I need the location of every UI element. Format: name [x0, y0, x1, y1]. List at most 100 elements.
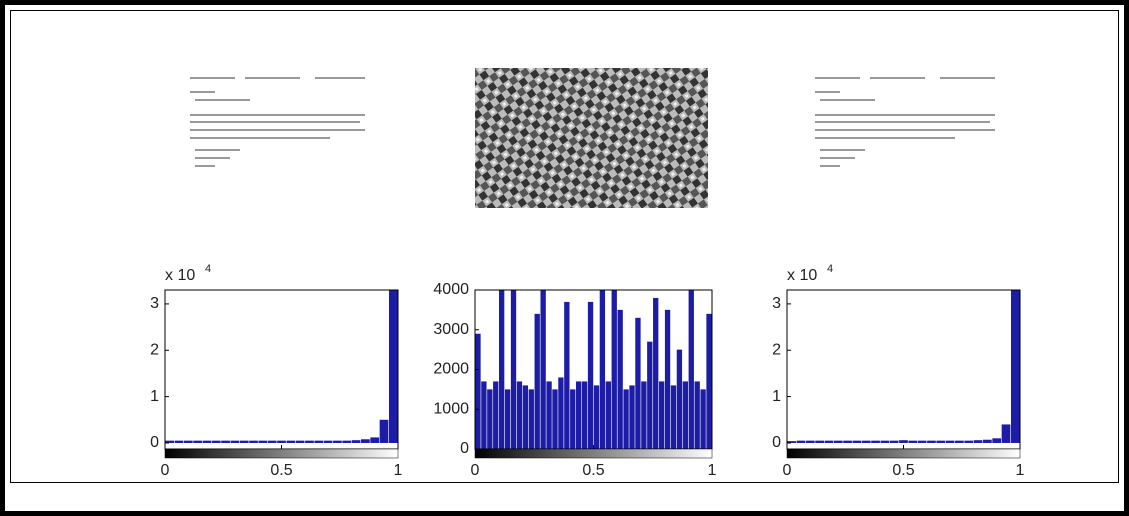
bar: [522, 385, 529, 449]
bar: [323, 440, 333, 443]
bar: [558, 377, 564, 449]
bar: [992, 438, 1002, 443]
y-tick-label: 0: [772, 434, 781, 451]
bar: [370, 437, 380, 443]
axes-background: [787, 290, 1020, 449]
y-scale-base: x 10: [165, 267, 195, 284]
x-tick-label: 1: [708, 462, 717, 479]
bar: [658, 381, 665, 449]
bar: [295, 440, 305, 443]
bar: [388, 290, 398, 443]
x-tick-label: 0: [783, 462, 792, 479]
bar: [593, 385, 600, 449]
bar: [202, 440, 212, 443]
bar: [540, 290, 546, 449]
bar: [510, 290, 517, 449]
bar: [973, 440, 983, 443]
bar: [647, 341, 653, 449]
bar: [174, 440, 184, 443]
bar: [700, 389, 706, 449]
bar: [1010, 290, 1020, 443]
colorbar: [164, 448, 399, 459]
bar: [676, 349, 683, 449]
bar: [267, 440, 277, 443]
bar: [314, 440, 324, 443]
bar: [286, 440, 296, 443]
bar: [964, 440, 974, 443]
y-tick-label: 2000: [433, 361, 469, 378]
bar: [787, 441, 797, 443]
bar: [258, 440, 268, 443]
bar: [623, 389, 629, 449]
y-scale-base: x 10: [787, 267, 817, 284]
bar: [305, 440, 314, 443]
bar: [861, 440, 871, 443]
y-tick-label: 1: [150, 388, 159, 405]
bar: [239, 440, 249, 443]
bar: [889, 440, 899, 443]
bar: [682, 381, 688, 449]
bar: [361, 439, 370, 443]
x-tick-label: 0.5: [582, 462, 604, 479]
bar: [564, 301, 570, 449]
bar: [694, 381, 700, 449]
x-tick-label: 0.5: [270, 462, 292, 479]
bar: [899, 440, 908, 443]
y-tick-label: 3: [772, 295, 781, 312]
bar: [481, 381, 487, 449]
y-tick-label: 4000: [433, 281, 469, 298]
colorbar: [786, 448, 1021, 459]
axes-background: [475, 290, 712, 449]
document-image: [190, 77, 365, 167]
y-scale-exponent: 4: [827, 263, 833, 275]
bar: [955, 440, 964, 443]
bar: [379, 419, 389, 443]
bar: [599, 290, 606, 449]
bar: [333, 440, 342, 443]
bar: [688, 290, 694, 449]
y-tick-label: 0: [460, 440, 469, 457]
bar: [611, 290, 617, 449]
bar: [641, 381, 647, 449]
bar: [852, 440, 862, 443]
bar: [249, 440, 258, 443]
bar: [552, 389, 558, 449]
bar: [629, 385, 635, 449]
bar: [342, 440, 352, 443]
y-tick-label: 3000: [433, 321, 469, 338]
bar: [528, 389, 534, 449]
x-tick-label: 1: [1016, 462, 1025, 479]
x-tick-label: 0: [471, 462, 480, 479]
y-tick-label: 2: [150, 341, 159, 358]
y-scale-exponent: 4: [205, 263, 211, 275]
x-tick-label: 0.5: [892, 462, 914, 479]
bar: [351, 440, 361, 443]
bar: [570, 389, 576, 449]
y-tick-label: 3: [150, 295, 159, 312]
bar: [917, 440, 927, 443]
bar: [706, 313, 712, 449]
bar: [211, 440, 221, 443]
scrambled-image: [475, 68, 708, 208]
bar: [983, 439, 992, 443]
y-tick-label: 1000: [433, 400, 469, 417]
bar: [221, 440, 230, 443]
bar: [504, 389, 511, 449]
x-tick-label: 1: [394, 462, 403, 479]
bar: [927, 440, 936, 443]
bar: [805, 440, 815, 443]
bar: [605, 381, 611, 449]
bar: [487, 389, 493, 449]
bar: [653, 297, 659, 449]
bar: [193, 440, 202, 443]
bar: [908, 440, 918, 443]
bar: [945, 440, 955, 443]
bar: [664, 309, 671, 449]
axes-background: [165, 290, 398, 449]
bar: [277, 440, 286, 443]
bar: [475, 333, 481, 449]
bar: [880, 440, 890, 443]
bar: [230, 440, 240, 443]
bar: [499, 290, 505, 449]
